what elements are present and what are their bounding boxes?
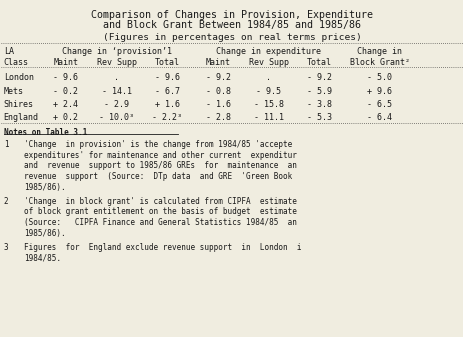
Text: Shires: Shires [4,100,34,109]
Text: 1984/85.: 1984/85. [25,253,61,263]
Text: Change in expenditure: Change in expenditure [216,47,321,56]
Text: Mets: Mets [4,87,24,96]
Text: and  revenue  support to 1985/86 GREs  for  maintenance  an: and revenue support to 1985/86 GREs for … [25,161,297,171]
Text: + 0.2: + 0.2 [53,113,78,122]
Text: 1: 1 [4,140,8,149]
Text: Change in: Change in [357,47,401,56]
Text: of block grant entitlement on the basis of budget  estimate: of block grant entitlement on the basis … [25,208,297,216]
Text: 3: 3 [4,243,8,252]
Text: - 9.6: - 9.6 [155,73,180,82]
Text: 1985/86).: 1985/86). [25,183,66,192]
Text: - 3.8: - 3.8 [307,100,332,109]
Text: - 5.3: - 5.3 [307,113,332,122]
Text: (Figures in percentages on real terms prices): (Figures in percentages on real terms pr… [102,33,361,42]
Text: and Block Grant Between 1984/85 and 1985/86: and Block Grant Between 1984/85 and 1985… [103,20,360,30]
Text: Rev Supp: Rev Supp [96,58,137,67]
Text: - 2.2³: - 2.2³ [152,113,182,122]
Text: - 2.8: - 2.8 [205,113,230,122]
Text: Block Grant²: Block Grant² [349,58,409,67]
Text: .: . [114,73,119,82]
Text: Figures  for  England exclude revenue support  in  London  i: Figures for England exclude revenue supp… [25,243,301,252]
Text: - 15.8: - 15.8 [253,100,283,109]
Text: - 5.9: - 5.9 [307,87,332,96]
Text: Maint: Maint [205,58,230,67]
Text: England: England [4,113,38,122]
Text: - 2.9: - 2.9 [104,100,129,109]
Text: London: London [4,73,34,82]
Text: - 6.5: - 6.5 [366,100,391,109]
Text: - 10.0³: - 10.0³ [99,113,134,122]
Text: Rev Supp: Rev Supp [248,58,288,67]
Text: - 0.2: - 0.2 [53,87,78,96]
Text: - 14.1: - 14.1 [101,87,131,96]
Text: Total: Total [155,58,180,67]
Text: 2: 2 [4,197,8,206]
Text: (Source:   CIPFA Finance and General Statistics 1984/85  an: (Source: CIPFA Finance and General Stati… [25,218,297,227]
Text: Class: Class [4,58,29,67]
Text: expenditures' for maintenance and other current  expenditur: expenditures' for maintenance and other … [25,151,297,160]
Text: - 9.6: - 9.6 [53,73,78,82]
Text: - 0.8: - 0.8 [205,87,230,96]
Text: LA: LA [4,47,14,56]
Text: Change in ‘provision’1: Change in ‘provision’1 [62,47,171,56]
Text: + 9.6: + 9.6 [366,87,391,96]
Text: - 5.0: - 5.0 [366,73,391,82]
Text: Comparison of Changes in Provision, Expenditure: Comparison of Changes in Provision, Expe… [91,10,372,20]
Text: 'Change  in block grant' is calculated from CIPFA  estimate: 'Change in block grant' is calculated fr… [25,197,297,206]
Text: .: . [266,73,271,82]
Text: - 9.2: - 9.2 [307,73,332,82]
Text: + 1.6: + 1.6 [155,100,180,109]
Text: - 9.5: - 9.5 [256,87,281,96]
Text: 1985/86).: 1985/86). [25,229,66,238]
Text: - 9.2: - 9.2 [205,73,230,82]
Text: 'Change  in provision' is the change from 1984/85 'accepte: 'Change in provision' is the change from… [25,140,292,149]
Text: - 6.4: - 6.4 [366,113,391,122]
Text: + 2.4: + 2.4 [53,100,78,109]
Text: - 6.7: - 6.7 [155,87,180,96]
Text: revenue  support  (Source:  DTp data  and GRE  'Green Book: revenue support (Source: DTp data and GR… [25,172,292,181]
Text: - 11.1: - 11.1 [253,113,283,122]
Text: Maint: Maint [53,58,78,67]
Text: Total: Total [307,58,332,67]
Text: - 1.6: - 1.6 [205,100,230,109]
Text: Notes on Table 3.1: Notes on Table 3.1 [4,128,87,137]
